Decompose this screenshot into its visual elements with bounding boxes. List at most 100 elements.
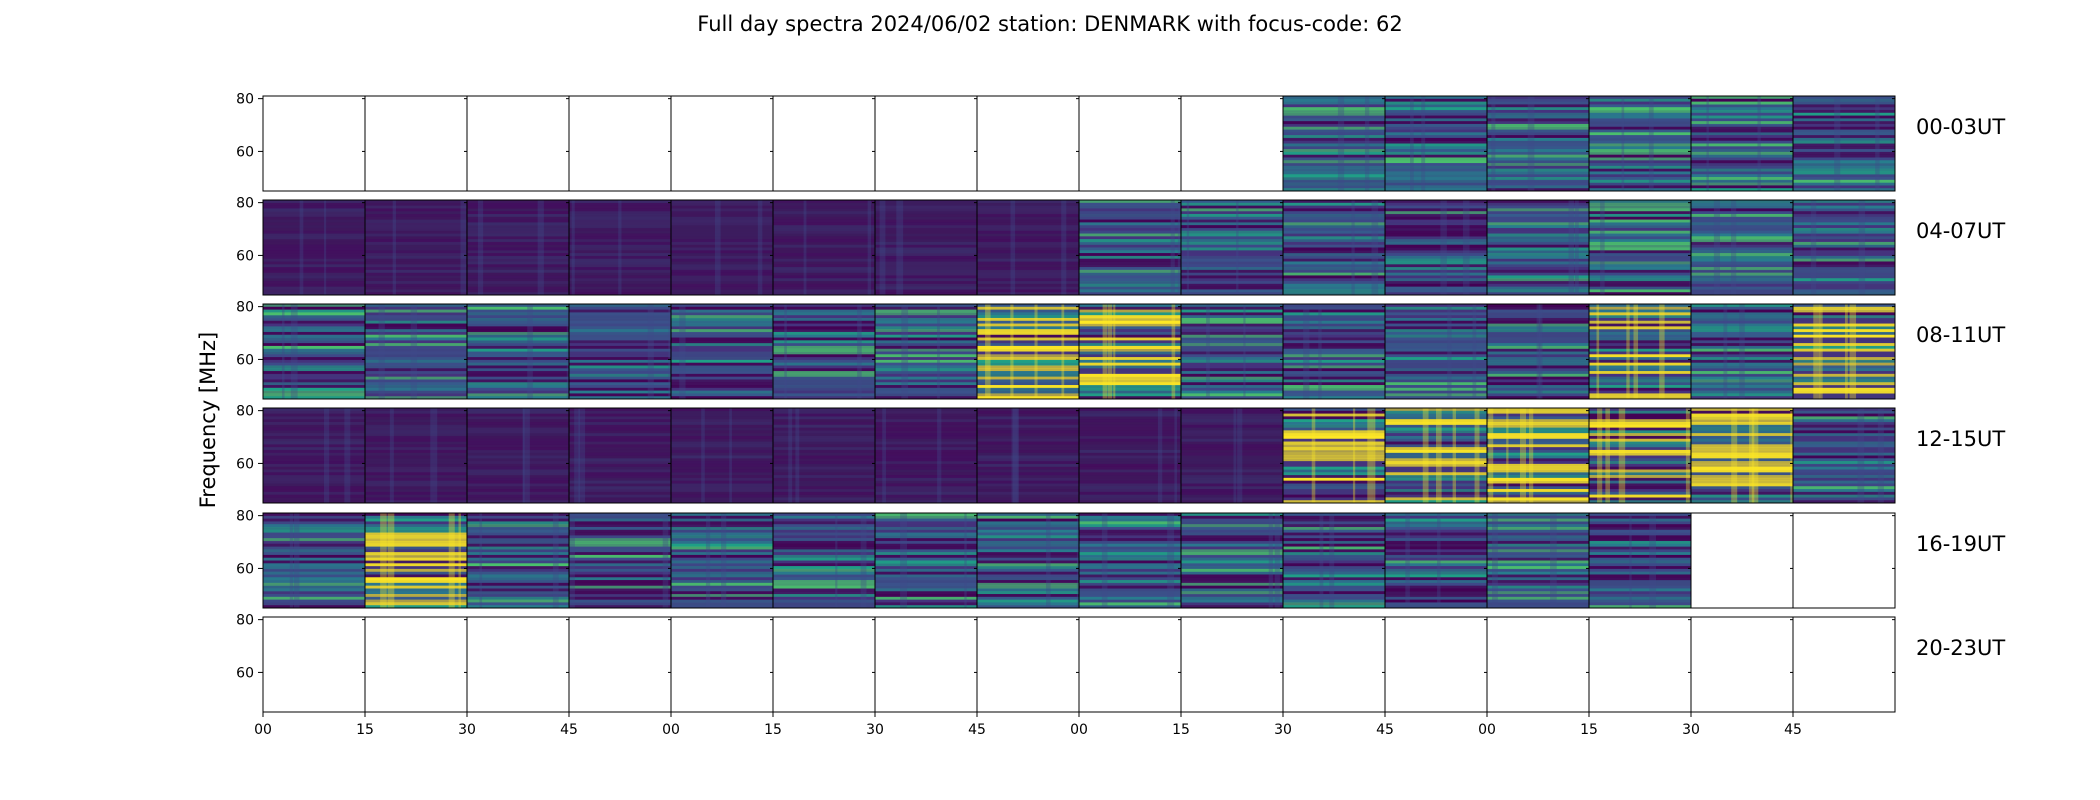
spectrum-band (1793, 118, 1895, 122)
spectrum-band (1385, 605, 1487, 609)
spectrum-band (1385, 213, 1487, 218)
spectrum-band (263, 605, 365, 609)
spectrum-band (977, 261, 1079, 265)
spectrum-band (569, 500, 671, 504)
spectrum-band (263, 518, 365, 522)
spectrum-streak (1810, 200, 1817, 295)
panel (1180, 95, 1284, 192)
spectrum-band (1283, 472, 1385, 476)
spectrum-band (1793, 163, 1895, 167)
spectrum-band (569, 594, 671, 598)
spectrum-band (263, 233, 365, 237)
spectrum-band (569, 264, 671, 268)
panel (568, 512, 672, 609)
spectrum-band (365, 577, 467, 581)
spectrum-band (671, 219, 773, 223)
spectrum-band (1589, 230, 1691, 234)
spectrum-band (773, 275, 875, 279)
spectrum-band (1793, 486, 1895, 490)
spectrum-band (263, 253, 365, 257)
spectrum-band (671, 577, 773, 581)
spectrum-band (1283, 98, 1385, 102)
spectrum-band (263, 410, 365, 414)
spectrum-band (1793, 154, 1895, 158)
spectrum-band (1691, 247, 1793, 251)
spectrum-band (1181, 343, 1283, 347)
spectrum-streak (937, 304, 940, 399)
spectrum-band (977, 359, 1079, 363)
spectrum-band (1181, 602, 1283, 606)
spectrum-band (1589, 515, 1691, 519)
spectrum-band (467, 563, 569, 567)
panel (1282, 616, 1386, 713)
spectrum-streak (1519, 408, 1526, 503)
spectrum-band (1487, 306, 1589, 310)
spectrum-band (1385, 594, 1487, 598)
spectrum-band (1283, 323, 1385, 327)
spectrum-band (773, 269, 875, 273)
spectrum-band (977, 281, 1079, 285)
spectrum-band (365, 261, 467, 265)
spectrum-band (1079, 309, 1181, 313)
panel (1588, 512, 1692, 609)
spectrum-band (1793, 225, 1895, 229)
spectrum-band (1283, 483, 1385, 487)
spectrum-band (1385, 171, 1487, 175)
spectrum-band (1181, 233, 1283, 237)
spectrum-band (977, 574, 1079, 578)
panel (772, 512, 876, 609)
spectrum-band (875, 413, 977, 417)
spectrum-band (365, 396, 467, 400)
spectrum-band (1079, 447, 1181, 451)
spectrum-band (1283, 216, 1385, 220)
spectrum-band (1283, 182, 1385, 186)
spectrum-band (1487, 430, 1589, 434)
spectrum-band (1691, 306, 1793, 310)
spectrum-band (263, 351, 365, 355)
spectrum-band (467, 469, 569, 473)
spectrum-band (1487, 469, 1589, 473)
spectrum-band (671, 574, 773, 578)
spectrum-band (671, 494, 773, 498)
spectrum-band (1589, 599, 1691, 603)
spectrum-band (977, 334, 1079, 338)
spectrum-band (1385, 543, 1487, 547)
spectrum-band (671, 477, 773, 481)
spectrum-band (1793, 208, 1895, 212)
spectrum-streak (900, 513, 908, 608)
spectrum-band (1079, 365, 1181, 369)
spectrum-band (1283, 554, 1385, 559)
spectrum-band (875, 387, 977, 391)
spectrum-band (263, 239, 365, 243)
spectrum-band (1385, 475, 1487, 479)
spectrum-band (1487, 171, 1589, 175)
spectrum-band (263, 455, 365, 459)
spectrum-band (1691, 317, 1793, 322)
spectrum-band (773, 281, 875, 285)
spectrum-band (1283, 396, 1385, 400)
spectrum-band (875, 543, 977, 547)
spectrum-streak (460, 200, 467, 295)
spectrum-band (1691, 225, 1793, 229)
spectrum-band (1283, 317, 1385, 322)
row-label: 00-03UT (1916, 115, 2005, 139)
spectrum-streak (458, 513, 461, 608)
spectrum-band (1079, 419, 1181, 423)
spectrum-band (1793, 408, 1895, 412)
spectrum-band (569, 357, 671, 361)
spectrum-band (671, 538, 773, 542)
spectrum-band (467, 239, 569, 243)
spectrum-band (1691, 410, 1793, 414)
spectrum-band (1283, 532, 1385, 536)
spectrum-band (467, 255, 569, 259)
spectrum-band (1283, 585, 1385, 589)
spectrum-band (467, 444, 569, 448)
spectrum-band (467, 582, 569, 586)
spectrum-band (1589, 317, 1691, 322)
spectrum-band (977, 213, 1079, 218)
spectrum-band (773, 387, 875, 391)
spectrum-band (1691, 171, 1793, 175)
spectrum-band (263, 250, 365, 254)
spectrum-band (1487, 354, 1589, 358)
spectrum-band (263, 560, 365, 564)
